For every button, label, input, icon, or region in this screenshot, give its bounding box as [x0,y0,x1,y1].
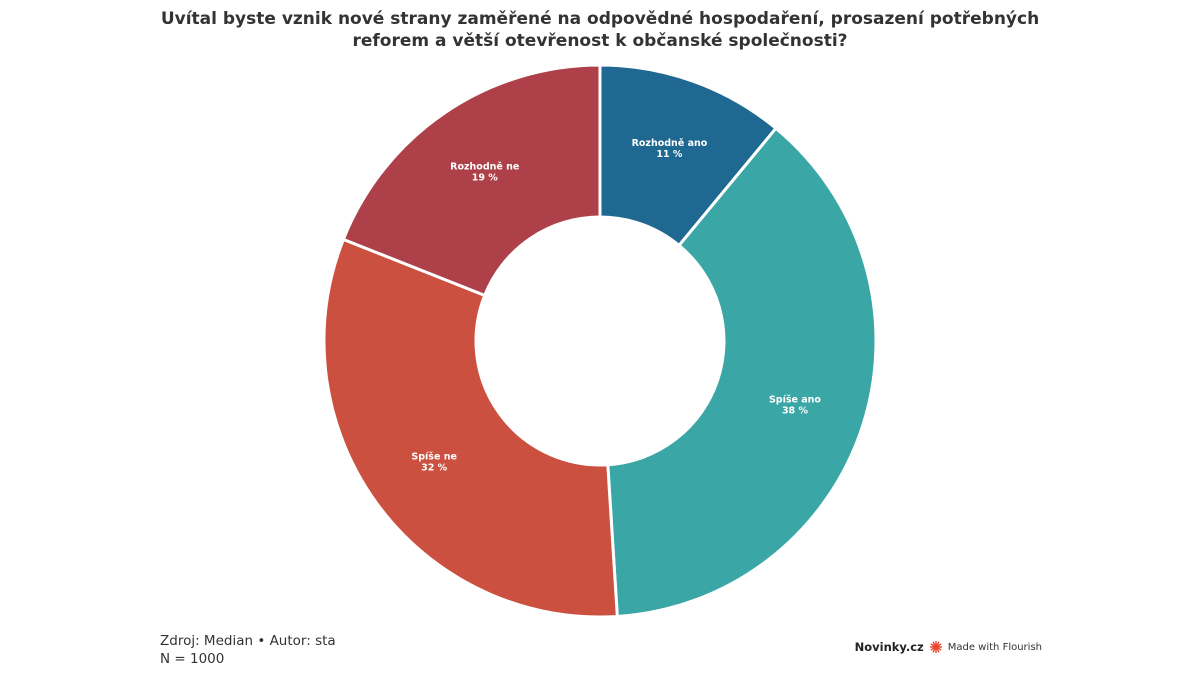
footer-source: Zdroj: Median • Autor: sta N = 1000 [160,632,336,668]
source-text: Zdroj: Median • Autor: sta [160,633,336,649]
chart-title: Uvítal byste vznik nové strany zaměřené … [160,9,1040,51]
slice-value-label: 11 % [656,149,683,160]
slice-label: Spíše ano [769,394,821,405]
branding: Novinky.cz Made with Flourish [855,640,1042,654]
sample-size-text: N = 1000 [160,651,225,667]
slice-sp-e-ano[interactable] [606,126,878,618]
slice-sp-e-ne[interactable] [322,237,619,619]
slice-rozhodn-ne[interactable] [341,63,602,297]
slice-label: Rozhodně ne [450,161,519,172]
donut-slices [322,63,878,619]
slice-value-label: 38 % [782,405,809,416]
slice-value-label: 19 % [472,172,499,183]
slice-value-label: 32 % [421,462,448,473]
slice-label: Rozhodně ano [632,138,708,149]
made-with-flourish-link[interactable]: Made with Flourish [947,641,1042,653]
publisher-link[interactable]: Novinky.cz [854,640,924,654]
slice-label: Spíše ne [411,451,457,462]
flourish-burst-icon [929,641,942,653]
